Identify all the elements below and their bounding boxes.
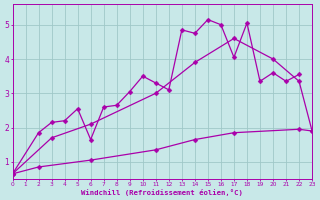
X-axis label: Windchill (Refroidissement éolien,°C): Windchill (Refroidissement éolien,°C) xyxy=(81,189,243,196)
